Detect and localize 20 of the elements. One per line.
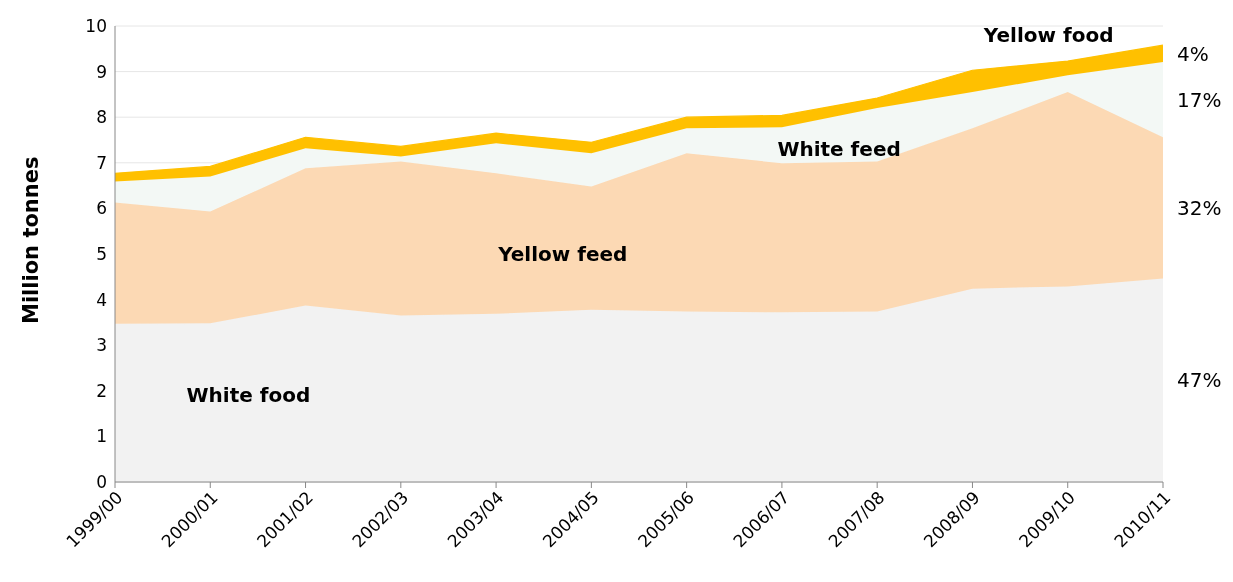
text: 4% <box>1177 41 1209 66</box>
text: 17% <box>1177 87 1222 112</box>
text: 32% <box>1177 196 1222 221</box>
y-tick-label: 1 <box>96 426 107 447</box>
series-label: Yellow food <box>982 23 1114 48</box>
y-tick-label: 6 <box>96 198 107 219</box>
y-tick-label: 5 <box>96 244 107 265</box>
y-tick-label: 0 <box>96 472 107 493</box>
y-tick-label: 10 <box>85 16 107 37</box>
y-tick-label: 7 <box>96 152 107 173</box>
y-tick-label: 2 <box>96 380 107 401</box>
series-label: White food <box>186 383 311 408</box>
series-label: White feed <box>777 137 901 162</box>
y-tick-label: 8 <box>96 107 107 128</box>
y-tick-label: 3 <box>96 335 107 356</box>
y-axis-title: Million tonnes <box>19 156 44 324</box>
y-tick-label: 4 <box>96 289 107 310</box>
series-label: Yellow feed <box>497 242 628 267</box>
y-tick-label: 9 <box>96 61 107 82</box>
text: 47% <box>1177 368 1222 393</box>
